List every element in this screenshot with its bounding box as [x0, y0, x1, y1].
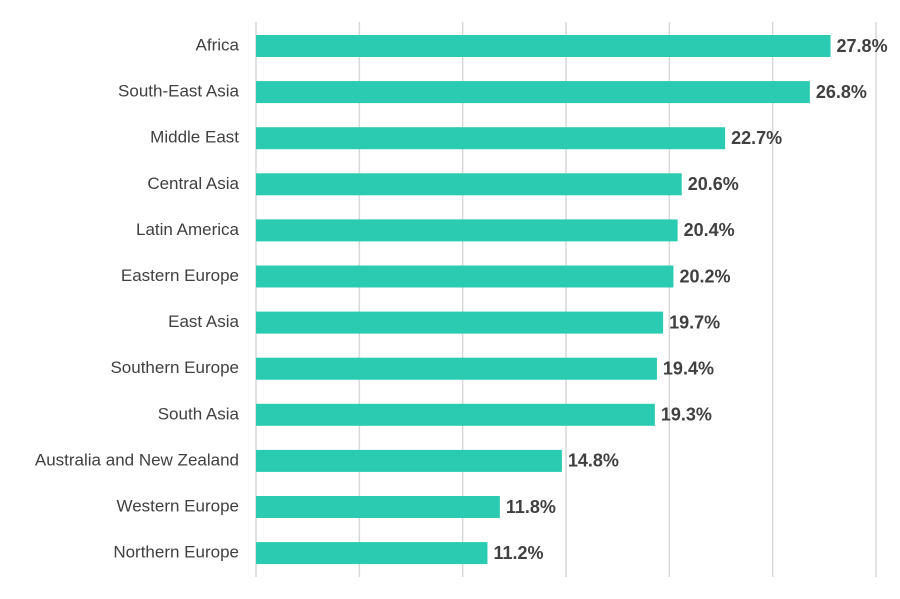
value-label-8: 19.3%	[661, 405, 712, 425]
bar-2	[256, 127, 726, 150]
category-label-1: South-East Asia	[118, 82, 240, 101]
value-label-9: 14.8%	[568, 451, 619, 471]
category-label-5: Eastern Europe	[121, 266, 239, 285]
bar-3	[256, 173, 682, 196]
gridlines	[255, 22, 877, 577]
value-label-3: 20.6%	[688, 174, 739, 194]
value-label-7: 19.4%	[663, 358, 714, 378]
category-label-2: Middle East	[150, 128, 239, 147]
category-label-4: Latin America	[136, 220, 240, 239]
bar-7	[256, 357, 657, 380]
bar-6	[256, 311, 664, 334]
category-label-9: Australia and New Zealand	[35, 450, 239, 469]
category-label-11: Northern Europe	[113, 543, 239, 562]
bar-11	[256, 542, 488, 565]
category-label-7: Southern Europe	[110, 358, 239, 377]
value-label-4: 20.4%	[684, 220, 735, 240]
value-label-5: 20.2%	[679, 266, 730, 286]
value-labels: 27.8% 26.8% 22.7% 20.6% 20.4% 20.2% 19.7% 19.4%…	[493, 36, 887, 563]
category-label-0: Africa	[196, 35, 240, 54]
value-label-2: 22.7%	[731, 128, 782, 148]
value-label-1: 26.8%	[816, 82, 867, 102]
bar-9	[256, 449, 562, 472]
value-label-0: 27.8%	[837, 36, 888, 56]
category-labels: Africa South-East Asia Middle East Central …	[35, 35, 240, 561]
bar-4	[256, 219, 678, 242]
bars	[256, 35, 831, 565]
category-label-3: Central Asia	[147, 174, 239, 193]
value-label-10: 11.8%	[506, 497, 556, 517]
category-label-8: South Asia	[158, 404, 240, 423]
category-label-6: East Asia	[168, 312, 239, 331]
value-label-6: 19.7%	[669, 312, 720, 332]
bar-1	[256, 81, 810, 104]
bar-5	[256, 265, 674, 288]
bar-8	[256, 403, 655, 426]
value-label-11: 11.2%	[493, 543, 543, 563]
bar-10	[256, 496, 500, 518]
bar-0	[256, 35, 831, 57]
category-label-10: Western Europe	[116, 496, 239, 515]
